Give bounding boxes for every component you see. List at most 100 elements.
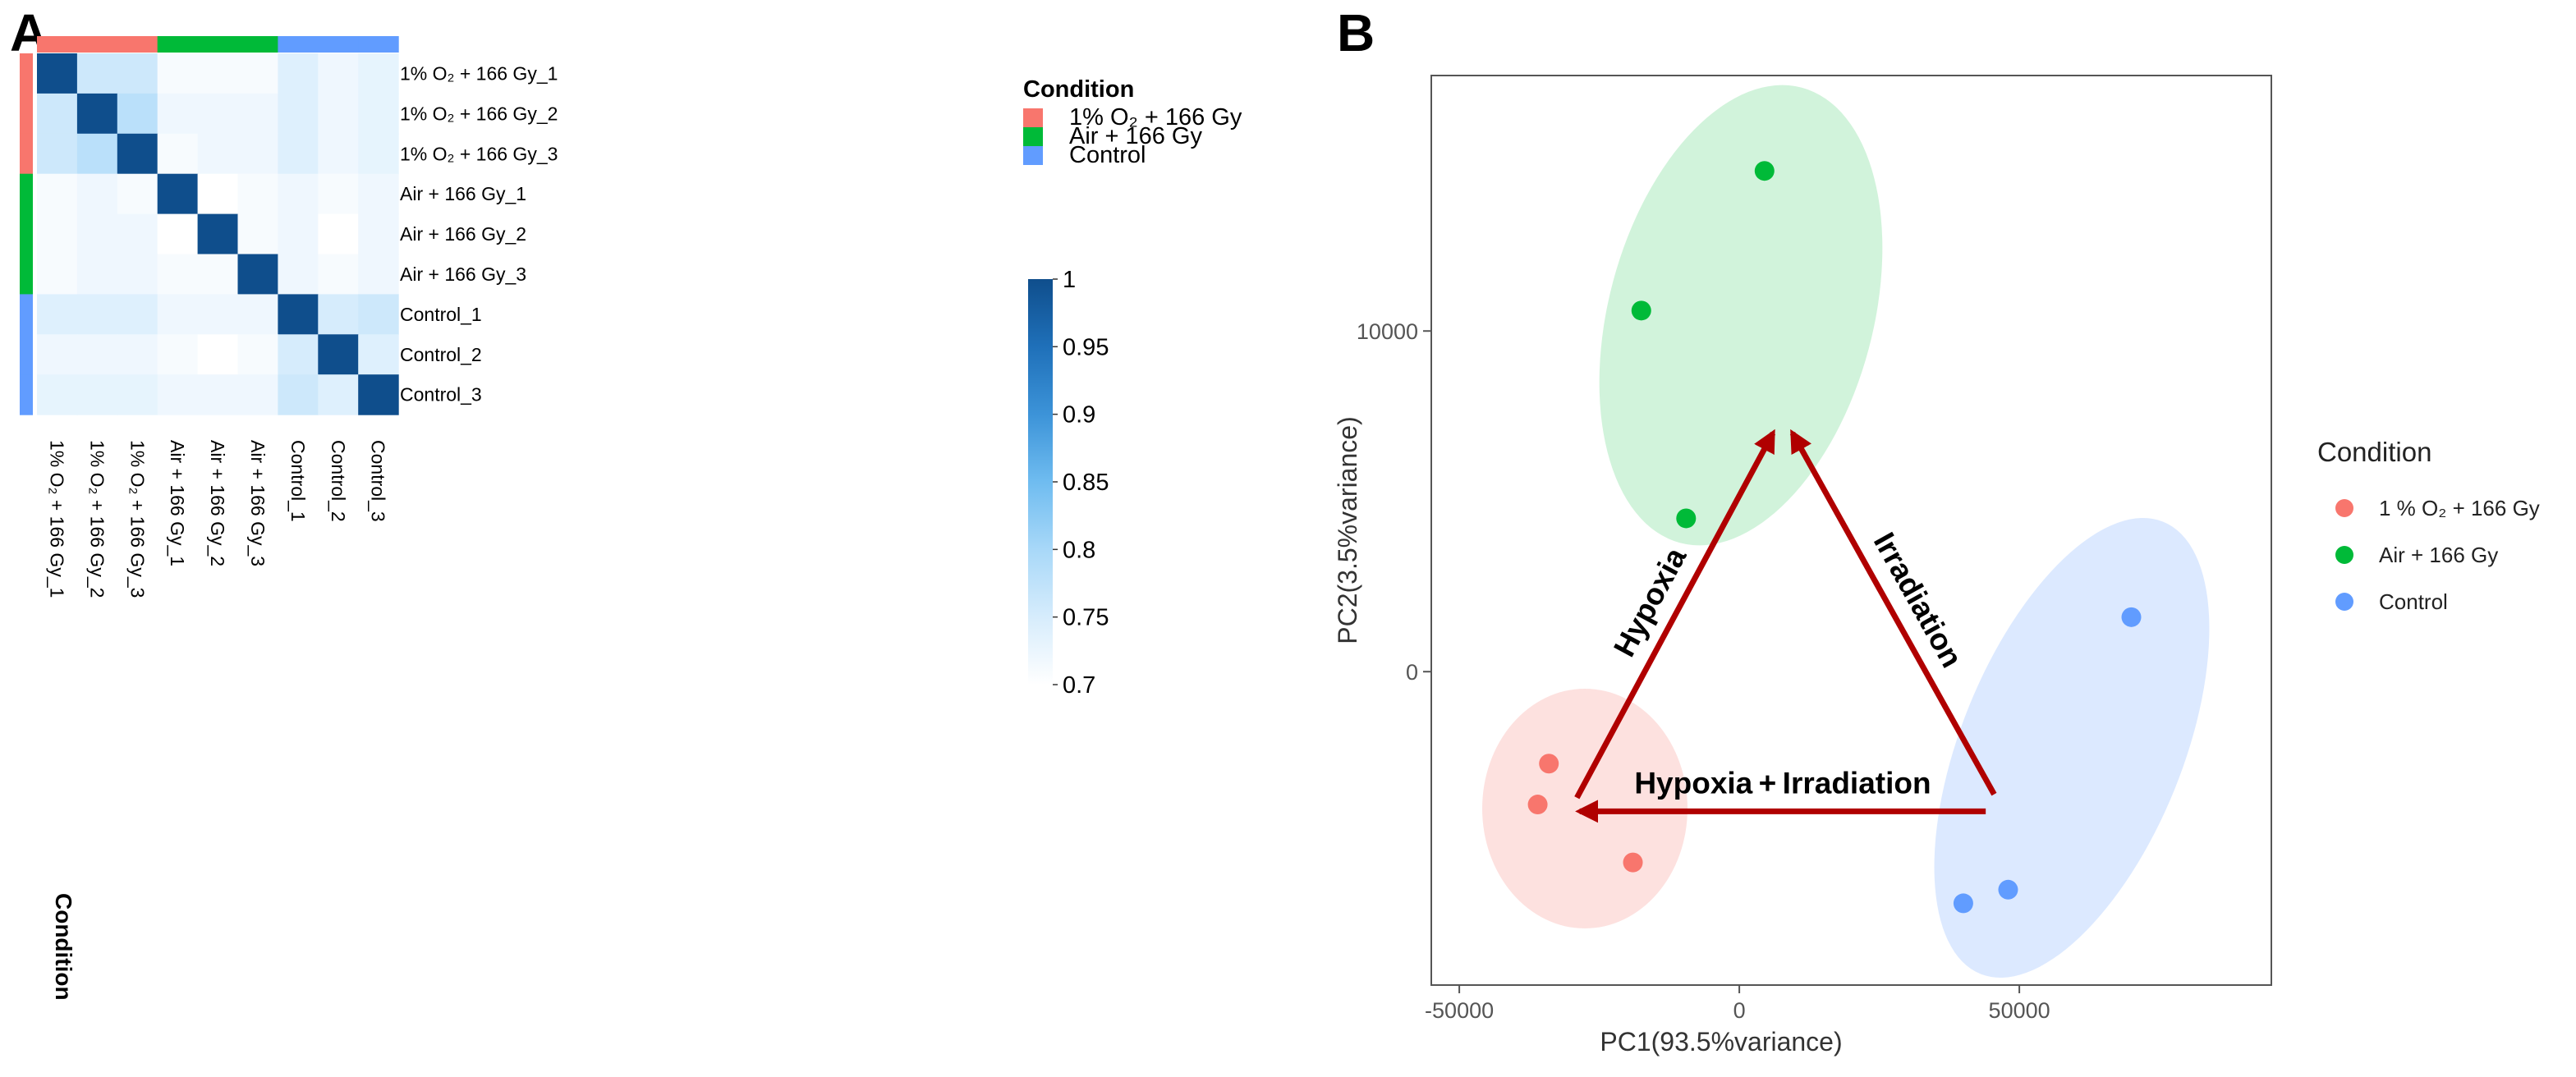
heatmap-cell-r5-c7 [278, 213, 319, 255]
left-condition-cell-3 [20, 133, 33, 175]
heatmap-cell-r7-c2 [76, 294, 118, 335]
heatmap-cell-r4-c1 [37, 173, 78, 215]
heatmap-col-label: Control_1 [287, 440, 309, 522]
pca-x-tick-label: -50000 [1425, 998, 1494, 1023]
heatmap-cell-r7-c3 [117, 294, 158, 335]
point-1-o-166-gy-3 [1623, 852, 1643, 873]
heatmap-cell-r2-c7 [278, 93, 319, 135]
pca-legend-label: Air + 166 Gy [2379, 543, 2498, 567]
top-condition-cell-4 [157, 36, 199, 53]
pca-x-axis-title: PC1(93.5%variance) [1600, 1027, 1842, 1056]
heatmap-cell-r7-c7 [278, 294, 319, 335]
heatmap-cell-r9-c9 [358, 374, 399, 415]
heatmap-row-label: Air + 166 Gy_3 [400, 264, 526, 285]
heatmap-cell-r7-c5 [197, 294, 239, 335]
heatmap-cell-r1-c6 [237, 53, 278, 94]
heatmap-cell-r1-c9 [358, 53, 399, 94]
heatmap-cell-r4-c3 [117, 173, 158, 215]
heatmap-cell-r3-c2 [76, 133, 118, 175]
heatmap-row-label: Control_1 [400, 304, 482, 325]
heatmap-cell-r4-c7 [278, 173, 319, 215]
heatmap-row-label: Air + 166 Gy_2 [400, 223, 526, 245]
heatmap-cell-r8-c5 [197, 334, 239, 375]
heatmap-cell-r1-c4 [157, 53, 199, 94]
heatmap-legend-swatch-air-166-gy [1023, 127, 1043, 146]
ellipse-control [1934, 518, 2210, 978]
heatmap-cell-r9-c7 [278, 374, 319, 415]
left-condition-cell-2 [20, 93, 33, 135]
heatmap-cell-r1-c7 [278, 53, 319, 94]
heatmap-row-labels: 1% O₂ + 166 Gy_1 1% O₂ + 166 Gy_2 1% O₂ + … [400, 62, 558, 405]
heatmap-cell-r1-c2 [76, 53, 118, 94]
heatmap-legend-label: Air + 166 Gy [1069, 123, 1202, 149]
top-condition-cell-5 [197, 36, 239, 53]
heatmap-cell-r8-c4 [157, 334, 199, 375]
heatmap-cell-r3-c8 [318, 133, 359, 175]
top-condition-cell-1 [37, 36, 78, 53]
arrow-hypoxia [1574, 429, 1776, 800]
heatmap-row-label: Control_3 [400, 384, 482, 406]
heatmap-cell-r6-c9 [358, 254, 399, 295]
heatmap-cell-r3-c3 [117, 133, 158, 175]
heatmap-cell-r5-c4 [157, 213, 199, 255]
heatmap-legend-swatch-control [1023, 146, 1043, 165]
pca-legend-label: 1 % O₂ + 166 Gy [2379, 496, 2540, 520]
left-condition-cell-8 [20, 334, 33, 375]
heatmap-cell-r5-c6 [237, 213, 278, 255]
ellipse-air-166gy [1599, 85, 1883, 546]
pca-x-tick-label: 50000 [1989, 998, 2050, 1023]
pca-legend-label: Control [2379, 589, 2448, 614]
heatmap-cell-r9-c1 [37, 374, 78, 415]
heatmap-cell-r4-c8 [318, 173, 359, 215]
heatmap-cell-r1-c3 [117, 53, 158, 94]
heatmap-cell-r8-c7 [278, 334, 319, 375]
heatmap-legend-label: 1% O₂ + 166 Gy [1069, 104, 1242, 131]
point-control-3 [1953, 893, 1973, 914]
heatmap-cell-r2-c2 [76, 93, 118, 135]
heatmap-cell-r6-c7 [278, 254, 319, 295]
point-1-o-166-gy-2 [1527, 795, 1548, 815]
heatmap-col-label: Air + 166 Gy_2 [207, 440, 228, 566]
heatmap-col-label: 1% O₂ + 166 Gy_1 [46, 440, 67, 598]
heatmap-cell-r2-c8 [318, 93, 359, 135]
top-condition-cell-9 [358, 36, 399, 53]
heatmap-col-label: Control_3 [368, 440, 389, 522]
arrow-irradiation [1789, 429, 1997, 796]
heatmap-cell-r5-c8 [318, 213, 359, 255]
heatmap-col-label: Air + 166 Gy_1 [167, 440, 188, 566]
top-condition-cell-6 [237, 36, 278, 53]
heatmap-cell-r8-c3 [117, 334, 158, 375]
heatmap-cell-r7-c8 [318, 294, 359, 335]
left-condition-cell-6 [20, 254, 33, 295]
heatmap-cell-r9-c5 [197, 374, 239, 415]
colorbar-tick-label: 0.75 [1063, 605, 1109, 631]
heatmap-legend-swatch-1-o-166-gy [1023, 108, 1043, 127]
heatmap-cells [37, 53, 399, 415]
heatmap-cell-r6-c3 [117, 254, 158, 295]
pca-x-tick-label: 0 [1733, 998, 1746, 1023]
heatmap-cell-r8-c9 [358, 334, 399, 375]
left-condition-cell-5 [20, 213, 33, 255]
heatmap-cell-r9-c2 [76, 374, 118, 415]
heatmap-top-condition-bar [37, 36, 399, 53]
heatmap-cell-r9-c4 [157, 374, 199, 415]
colorbar-tick-label: 0.9 [1063, 402, 1095, 429]
heatmap-cell-r8-c8 [318, 334, 359, 375]
point-control-2 [1998, 879, 2018, 900]
heatmap-cell-r2-c3 [117, 93, 158, 135]
left-condition-cell-1 [20, 53, 33, 94]
pca-points [1527, 161, 2142, 914]
heatmap-cell-r8-c2 [76, 334, 118, 375]
heatmap-legend-title: Condition [1023, 76, 1134, 103]
heatmap-cell-r5-c5 [197, 213, 239, 255]
condition-annotation-label: Condition [51, 893, 76, 1001]
top-condition-cell-8 [318, 36, 359, 53]
top-condition-cell-7 [278, 36, 319, 53]
heatmap-cell-r6-c5 [197, 254, 239, 295]
pca-y-tick-label: 0 [1406, 660, 1418, 685]
colorbar-tick-label: 0.7 [1063, 672, 1095, 699]
pca-y-tick-label: 10000 [1357, 319, 1418, 344]
heatmap-cell-r4-c9 [358, 173, 399, 215]
heatmap-cell-r1-c5 [197, 53, 239, 94]
